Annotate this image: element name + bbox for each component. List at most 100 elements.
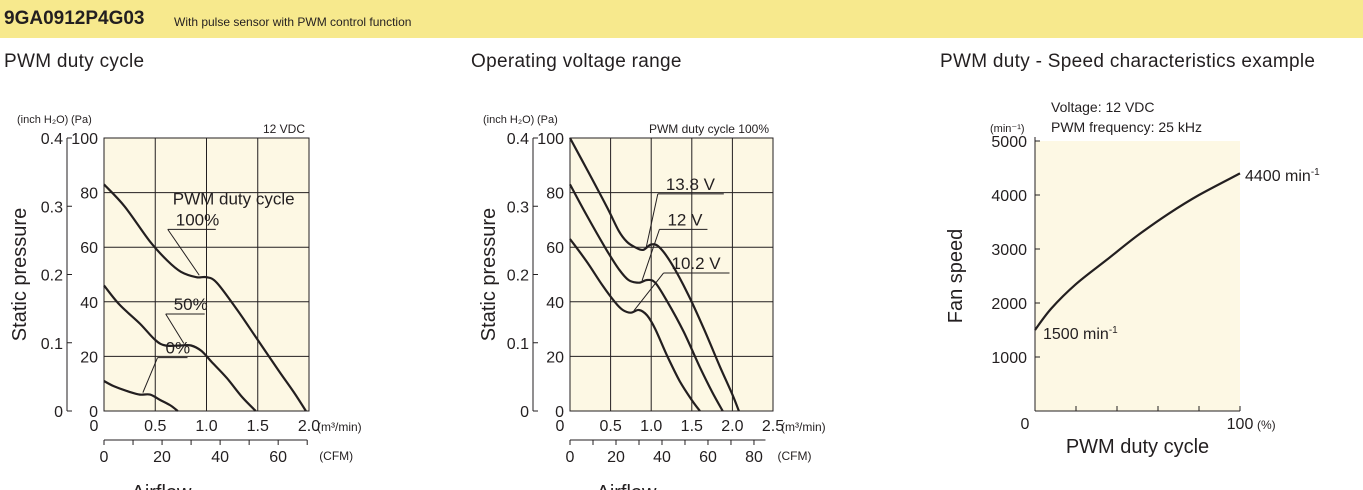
chart2-x-tick-label: 1.0 (640, 418, 662, 435)
chart3-plot-area (1035, 141, 1240, 411)
chart2-series-line (569, 183, 724, 412)
chart1-y-axis-title: Static pressure (9, 208, 31, 341)
chart1-title: PWM duty cycle (4, 51, 145, 72)
chart2-cfm-tick-label: 0 (566, 449, 575, 466)
chart3-annotation-max-speed: 4400 min-1 (1245, 167, 1320, 185)
chart2-cfm-tick-label: 60 (699, 449, 717, 466)
chart2-y-unit-left: (inch H₂O) (483, 114, 534, 126)
chart1-cfm-tick-label: 40 (211, 449, 229, 466)
chart3-y-unit: (min⁻¹) (990, 123, 1025, 135)
chart1-inch-tick-label: 0 (54, 404, 63, 421)
chart1-condition-note: 12 VDC (263, 122, 305, 136)
chart1-y-tick-label: 0 (89, 404, 98, 421)
model-number: 9GA0912P4G03 (4, 8, 145, 29)
chart1-x-tick-label: 2.0 (298, 418, 320, 435)
chart1-series-label: 100% (176, 210, 219, 229)
chart2-series-label: 13.8 V (666, 175, 716, 194)
chart1-x-tick-label: 0.5 (144, 418, 166, 435)
chart2-x-axis-title: Airflow (596, 482, 657, 490)
chart2-series-line (569, 238, 701, 412)
chart1-inch-tick-label: 0.4 (41, 131, 63, 148)
chart2-x-tick-label: 2.0 (721, 418, 743, 435)
chart2-inch-tick-label: 0.1 (507, 336, 529, 353)
chart3-annotation-min-speed: 1500 min-1 (1043, 325, 1118, 343)
chart2-x-tick-label: 2.5 (762, 418, 784, 435)
chart1-x-tick-label: 1.0 (195, 418, 217, 435)
chart3-x-tick-label: 0 (1021, 416, 1030, 433)
chart1-x-tick-label: 0 (90, 418, 99, 435)
chart2-x-tick-label: 0 (556, 418, 565, 435)
chart2-inch-tick-label: 0 (520, 404, 529, 421)
model-description: With pulse sensor with PWM control funct… (174, 15, 412, 29)
chart1-label-leader (167, 229, 200, 276)
chart3-y-tick-label: 4000 (991, 188, 1027, 205)
chart1-y-tick-label: 20 (80, 349, 98, 366)
chart1-series-label: 0% (166, 339, 191, 358)
chart1-x-unit-top: (m³/min) (317, 420, 362, 434)
chart3-series-line (1034, 172, 1241, 331)
chart2-label-leader (645, 193, 659, 249)
chart3-note-frequency: PWM frequency: 25 kHz (1051, 119, 1202, 135)
chart2-inch-tick-label: 0.3 (507, 199, 529, 216)
chart2-series-line (569, 137, 740, 412)
chart3-title: PWM duty - Speed characteristics example (940, 51, 1316, 72)
chart2-y-tick-label: 0 (555, 404, 564, 421)
chart1-cfm-tick-label: 60 (269, 449, 287, 466)
chart3-y-tick-label: 2000 (991, 296, 1027, 313)
chart2-inch-tick-label: 0.2 (507, 268, 529, 285)
chart3-x-axis-title: PWM duty cycle (1066, 436, 1209, 458)
chart3-y-axis-title: Fan speed (945, 229, 967, 324)
chart1-x-tick-label: 1.5 (247, 418, 269, 435)
chart2-cfm-tick-label: 20 (607, 449, 625, 466)
chart2-condition-note: PWM duty cycle 100% (649, 122, 769, 136)
chart2-series-label: 10.2 V (672, 254, 722, 273)
chart1-series-line (103, 284, 257, 412)
chart3-x-unit: (%) (1257, 418, 1276, 432)
chart2-x-unit-bottom: (CFM) (777, 449, 811, 463)
chart2-y-unit-right: (Pa) (537, 114, 558, 126)
chart1-series-group-title: PWM duty cycle (173, 189, 295, 208)
chart1-x-axis-title: Airflow (131, 482, 192, 490)
chart2-y-tick-label: 80 (546, 186, 564, 203)
chart2-y-tick-label: 60 (546, 240, 564, 257)
chart2-series-label: 12 V (667, 210, 703, 229)
chart2-y-tick-label: 100 (537, 131, 564, 148)
chart1-inch-tick-label: 0.1 (41, 336, 63, 353)
chart2-x-unit-top: (m³/min) (781, 420, 826, 434)
chart2-y-axis-title: Static pressure (478, 208, 500, 341)
chart2-y-tick-label: 20 (546, 349, 564, 366)
chart1-y-tick-label: 40 (80, 295, 98, 312)
chart1-y-unit-left: (inch H₂O) (17, 114, 68, 126)
chart1-label-leader (142, 357, 158, 393)
chart1-y-tick-label: 60 (80, 240, 98, 257)
chart2-x-tick-label: 0.5 (599, 418, 621, 435)
chart3-note-voltage: Voltage: 12 VDC (1051, 99, 1155, 115)
chart1-y-tick-label: 100 (71, 131, 98, 148)
chart2-label-leader (633, 272, 664, 312)
chart2-cfm-tick-label: 40 (653, 449, 671, 466)
chart1-x-unit-bottom: (CFM) (319, 449, 353, 463)
chart2-x-tick-label: 1.5 (681, 418, 703, 435)
chart1-y-tick-label: 80 (80, 186, 98, 203)
chart1-series-label: 50% (174, 295, 208, 314)
chart2-label-leader (641, 229, 660, 281)
header-bar (0, 0, 1363, 38)
chart1-series-line (103, 380, 179, 412)
chart3-y-tick-label: 1000 (991, 350, 1027, 367)
operating-voltage-range-chart: 0 20 40 60 80 100 0 0.1 0.2 0.3 0.4 (inch H₂O) (Pa) 0… (478, 114, 826, 490)
chart3-y-tick-label: 3000 (991, 242, 1027, 259)
chart2-y-tick-label: 40 (546, 295, 564, 312)
chart1-y-unit-right: (Pa) (71, 114, 92, 126)
chart1-inch-tick-label: 0.2 (41, 268, 63, 285)
chart1-series-line (103, 183, 307, 412)
chart1-label-leader (165, 313, 185, 344)
chart2-title: Operating voltage range (471, 51, 682, 72)
chart1-cfm-tick-label: 20 (153, 449, 171, 466)
chart2-inch-tick-label: 0.4 (507, 131, 529, 148)
pwm-duty-cycle-chart: 0 20 40 60 80 100 0 0.1 0.2 0.3 0.4 (inch H₂O) (Pa) 0… (9, 114, 362, 490)
chart1-cfm-tick-label: 0 (100, 449, 109, 466)
chart1-inch-tick-label: 0.3 (41, 199, 63, 216)
chart3-y-tick-label: 5000 (991, 134, 1027, 151)
chart2-cfm-tick-label: 80 (745, 449, 763, 466)
